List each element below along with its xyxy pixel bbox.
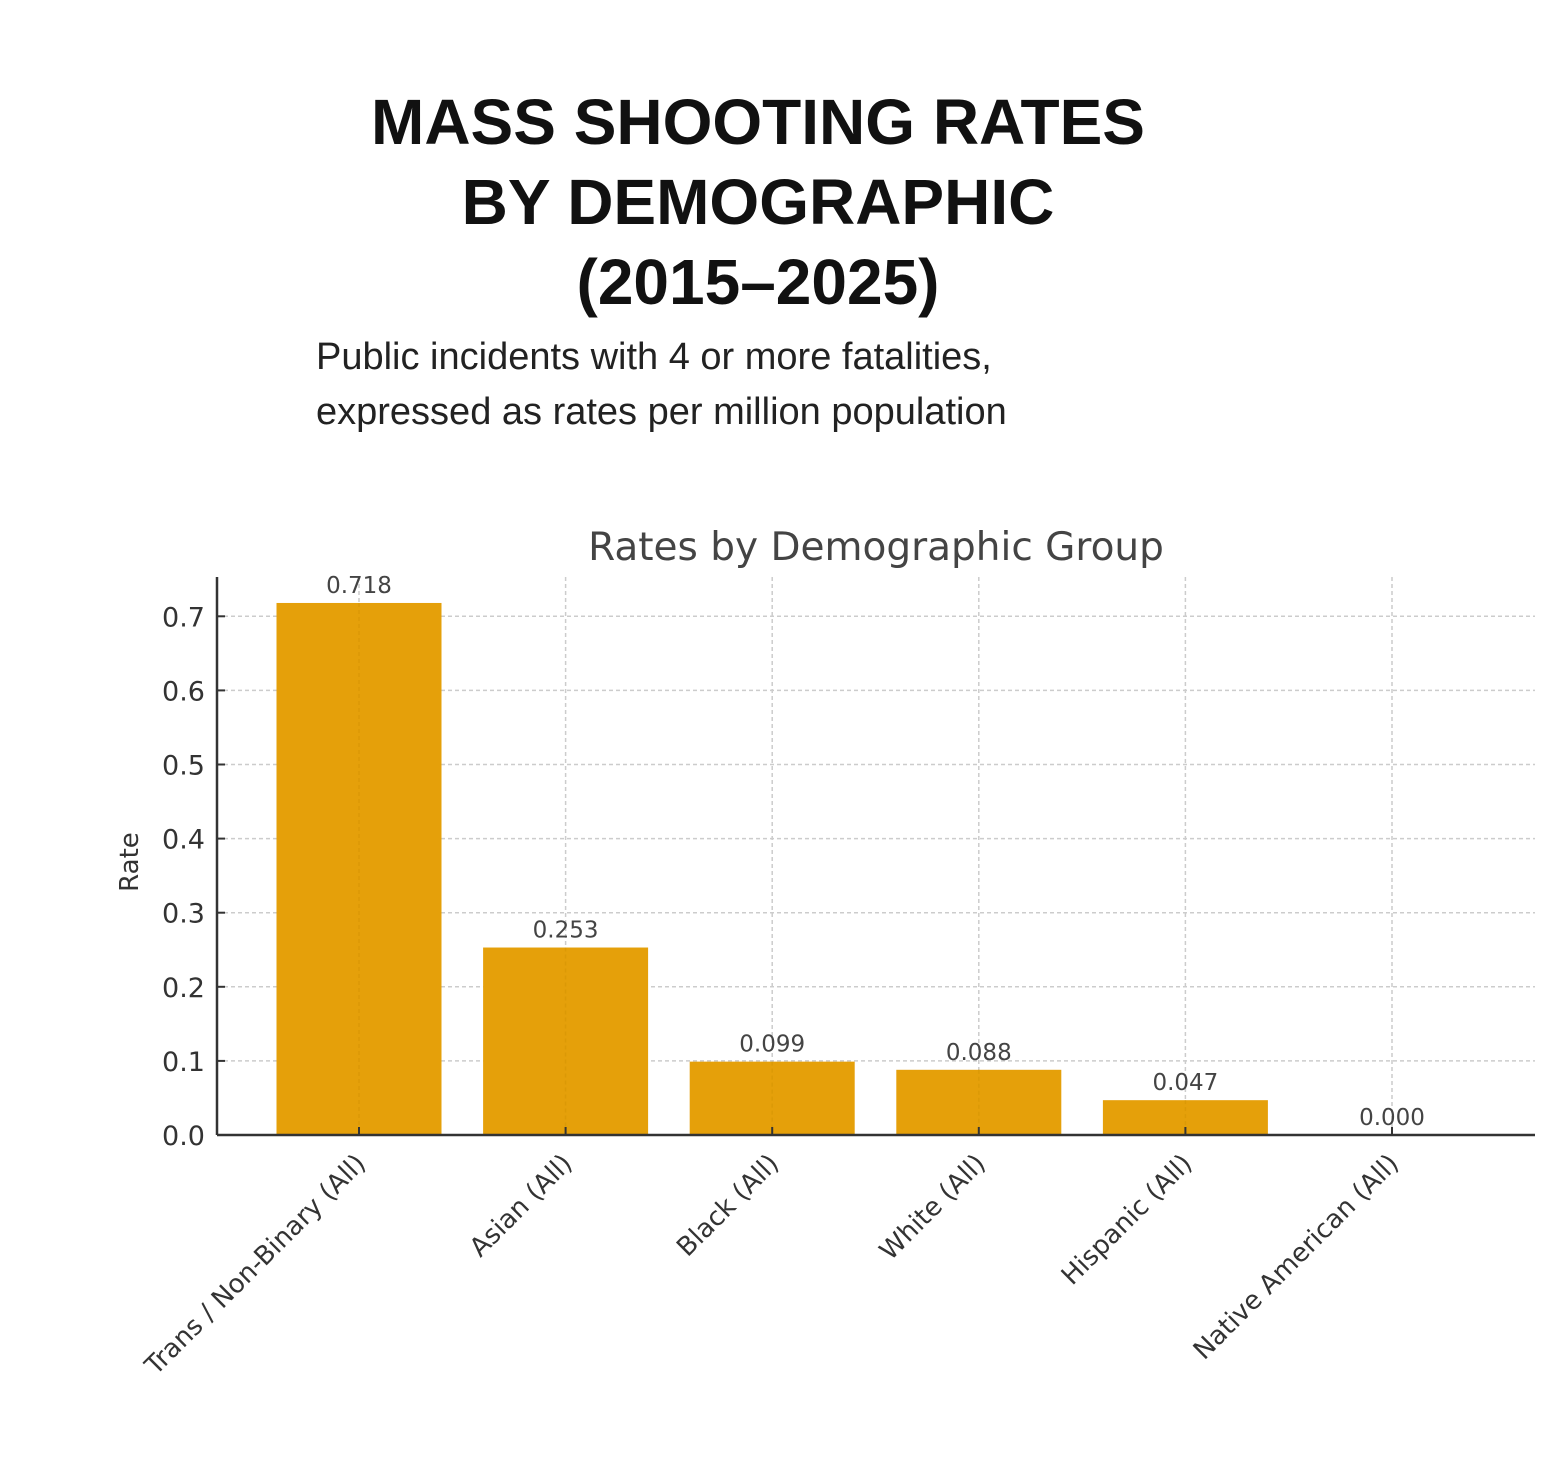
x-tick-label: Hispanic (All) (1056, 1149, 1199, 1292)
y-tick-label: 0.0 (162, 1121, 205, 1152)
bar (689, 1061, 855, 1135)
y-tick-label: 0.7 (162, 602, 205, 633)
bar (483, 947, 649, 1135)
data-label: 0.000 (1359, 1105, 1425, 1131)
y-tick-label: 0.1 (162, 1047, 205, 1078)
y-tick-label: 0.3 (162, 899, 205, 930)
bar (896, 1069, 1062, 1135)
x-tick-label: Black (All) (671, 1149, 785, 1263)
y-axis-label: Rate (115, 832, 145, 892)
y-tick-label: 0.2 (162, 973, 205, 1004)
data-label: 0.047 (1152, 1070, 1218, 1096)
data-label: 0.099 (739, 1032, 805, 1058)
data-label: 0.088 (946, 1040, 1012, 1066)
subtitle-line: Public incidents with 4 or more fataliti… (316, 336, 992, 378)
x-tick-label: Trans / Non-Binary (All) (139, 1149, 372, 1382)
bar (276, 602, 442, 1135)
y-tick-label: 0.4 (162, 825, 205, 856)
y-tick-label: 0.5 (162, 751, 205, 782)
main-title: MASS SHOOTING RATES BY DEMOGRAPHIC (2015… (0, 82, 1516, 322)
subtitle: Public incidents with 4 or more fataliti… (316, 330, 1007, 440)
subtitle-line: expressed as rates per million populatio… (316, 391, 1007, 433)
data-label: 0.718 (326, 573, 392, 599)
title-line: MASS SHOOTING RATES (371, 86, 1145, 158)
y-tick-label: 0.6 (162, 676, 205, 707)
title-line: BY DEMOGRAPHIC (461, 166, 1055, 238)
title-line: (2015–2025) (576, 246, 940, 318)
data-label: 0.253 (533, 918, 599, 944)
chart-title: Rates by Demographic Group (588, 525, 1164, 570)
x-tick-label: Native American (All) (1188, 1149, 1405, 1366)
x-tick-label: White (All) (874, 1149, 992, 1267)
x-tick-label: Asian (All) (464, 1149, 578, 1263)
